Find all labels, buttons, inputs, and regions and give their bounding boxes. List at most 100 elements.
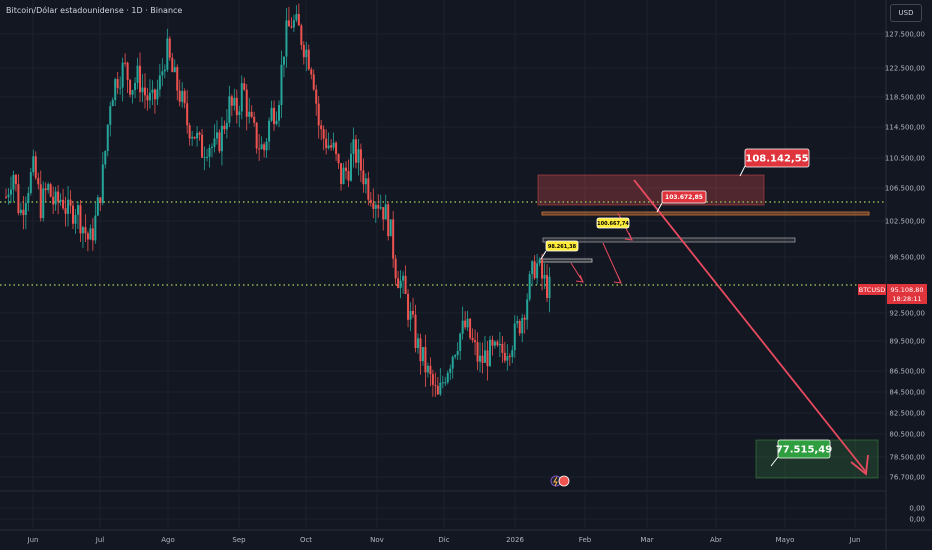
candle-body <box>101 164 104 204</box>
currency-button[interactable]: USD <box>890 4 922 22</box>
candle-body <box>426 365 429 373</box>
candle <box>374 201 377 223</box>
candle-body <box>345 167 348 172</box>
candle <box>5 188 7 199</box>
candle <box>285 7 288 68</box>
candle-body <box>136 65 139 83</box>
candle-body <box>340 163 343 185</box>
candle-body <box>305 49 308 58</box>
level-3-pointer <box>540 250 547 260</box>
candle <box>471 328 474 343</box>
level-1-label-text: 103.672,85 <box>665 194 703 201</box>
candle-body <box>359 149 362 171</box>
candle-body <box>109 106 112 125</box>
level-3-label-text: 98.261,38 <box>548 244 577 250</box>
candle-body <box>335 142 338 155</box>
candle <box>39 170 42 222</box>
candle <box>14 173 17 192</box>
target-high-label: 108.142,55 <box>744 148 810 168</box>
candle <box>342 162 345 185</box>
time-tick-label: Jun <box>27 536 39 544</box>
candle-body <box>27 193 30 204</box>
candle <box>49 182 52 198</box>
candle <box>253 111 256 127</box>
candle <box>67 186 70 227</box>
candle-body <box>230 96 233 106</box>
candle <box>312 69 315 91</box>
candle-body <box>223 125 226 130</box>
level-box-1 <box>541 211 870 216</box>
candle-body <box>518 320 521 334</box>
candle-body <box>533 261 536 279</box>
candle-body <box>57 191 60 202</box>
price-axis[interactable]: 127.500,00 122.500,00 118.500,00 114.500,00… <box>858 31 927 524</box>
candle <box>332 132 335 151</box>
candle-body <box>521 317 524 334</box>
candle-body <box>369 199 372 204</box>
candle <box>258 133 261 162</box>
candle <box>302 41 305 65</box>
candle-body <box>488 339 491 367</box>
candle <box>290 17 293 29</box>
candle-body <box>424 347 427 373</box>
candle <box>17 174 20 216</box>
candle <box>131 89 134 104</box>
candle-body <box>240 83 243 112</box>
candle-body <box>89 228 92 240</box>
candle-body <box>47 184 50 191</box>
candle-body <box>543 274 546 279</box>
candle <box>44 182 47 202</box>
candle <box>416 333 419 354</box>
candle-body <box>208 147 211 157</box>
candle-body <box>302 45 305 58</box>
price-tick-label: 84.500,00 <box>889 389 925 397</box>
price-tick-label: 0,00 <box>909 505 925 513</box>
time-tick-label: Ago <box>161 536 175 544</box>
candle <box>335 141 338 161</box>
level-1-label-box <box>661 190 707 204</box>
candle <box>526 293 529 330</box>
candle-body <box>228 96 231 123</box>
candle-body <box>166 38 169 70</box>
candle <box>171 53 174 73</box>
candle-body <box>387 204 390 237</box>
candle-body <box>474 340 477 343</box>
candle-body <box>158 75 161 90</box>
candle <box>459 332 462 360</box>
candle <box>101 151 104 206</box>
candle <box>387 201 390 241</box>
candle-body <box>233 97 236 106</box>
time-axis[interactable]: Jun Jul Ago Sep Oct Nov Dic 2026 Feb Mar Abr Mayo Ju… <box>27 536 861 544</box>
candle-body <box>121 62 124 88</box>
candle-body <box>394 258 397 279</box>
candle <box>235 89 238 124</box>
candle-body <box>44 188 47 191</box>
candle <box>347 159 350 187</box>
candle <box>166 28 169 73</box>
candle-body <box>146 95 149 101</box>
candle <box>193 136 196 140</box>
small-arrow-head <box>613 275 622 284</box>
candle <box>357 139 360 176</box>
candle-body <box>258 148 261 150</box>
projection-arrow-line <box>633 179 867 473</box>
candle <box>528 270 531 302</box>
candle <box>178 79 181 107</box>
candle-body <box>342 167 345 185</box>
candle <box>161 58 164 87</box>
candle <box>317 96 320 139</box>
candle-body <box>119 87 122 89</box>
us-flag-icon <box>558 475 570 487</box>
candle-body <box>265 141 268 151</box>
candle-body <box>49 184 52 197</box>
candle-body <box>260 144 263 149</box>
candle <box>491 335 494 356</box>
candle <box>369 192 372 207</box>
candle <box>248 98 251 124</box>
candle <box>124 53 127 67</box>
candle <box>479 342 482 373</box>
candle <box>158 63 161 97</box>
candle <box>215 120 218 145</box>
